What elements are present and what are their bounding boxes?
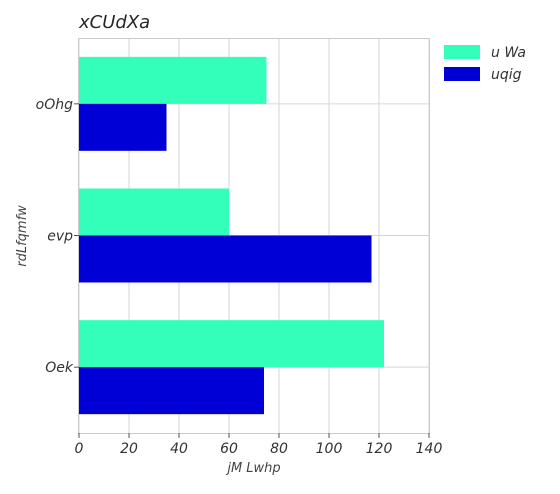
legend: u Wa uqig — [444, 45, 526, 83]
bar-2-1 — [79, 103, 167, 151]
chart-title: xCUdXa — [78, 12, 150, 33]
bar-1-2 — [79, 188, 229, 236]
bars — [79, 56, 384, 415]
x-tick-label: 80 — [270, 441, 288, 457]
legend-label-1: u Wa — [491, 45, 526, 61]
legend-swatch-1 — [444, 45, 480, 59]
x-tick-label: 120 — [366, 441, 393, 457]
x-axis-ticks: 0 20 40 60 80 100 120 140 — [75, 433, 443, 457]
legend-swatch-2 — [444, 67, 480, 81]
y-axis-ticks: oOhg evp Oek — [36, 97, 79, 376]
x-tick-label: 140 — [416, 441, 443, 457]
bar-1-3 — [79, 320, 384, 368]
bar-1-1 — [79, 56, 267, 104]
y-tick-label: evp — [47, 229, 73, 245]
bar-2-2 — [79, 235, 372, 283]
legend-label-2: uqig — [491, 67, 522, 83]
x-axis-label: jM Lwhp — [225, 461, 280, 476]
y-axis-label: rdLfqmfw — [15, 205, 30, 267]
y-tick-label: oOhg — [36, 97, 73, 113]
x-tick-label: 0 — [75, 441, 84, 457]
bar-2-3 — [79, 367, 264, 415]
x-tick-label: 100 — [316, 441, 343, 457]
y-tick-label: Oek — [45, 360, 74, 376]
x-tick-label: 40 — [170, 441, 188, 457]
x-tick-label: 20 — [120, 441, 138, 457]
x-tick-label: 60 — [220, 441, 238, 457]
